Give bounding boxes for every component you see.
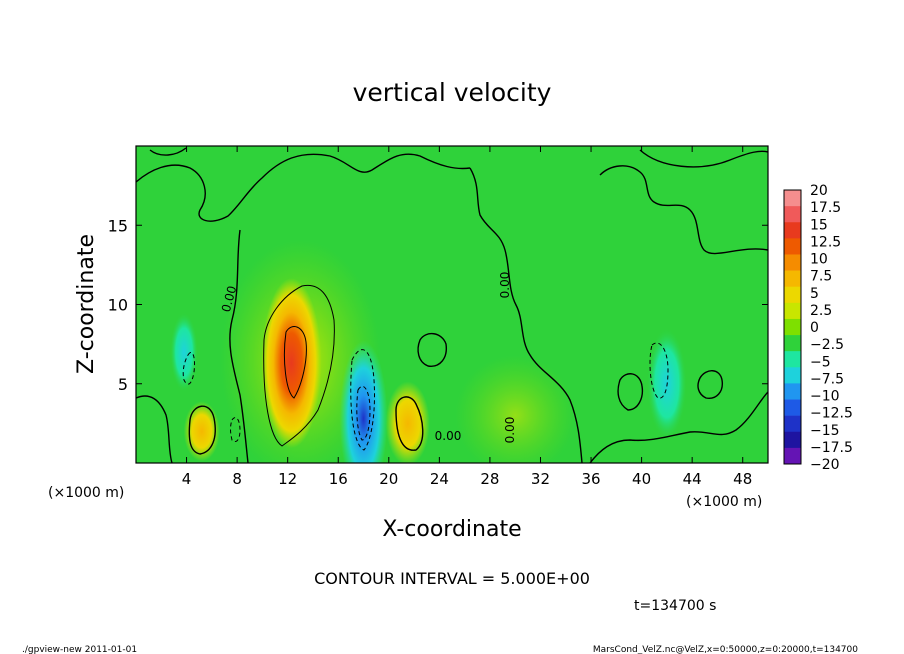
x-tick-label: 28: [480, 470, 499, 488]
x-axis: 4 8 12 16 20 24 28 32 36 40 44 48: [182, 146, 752, 488]
colorbar-swatch: [784, 270, 801, 288]
colorbar-label: 2.5: [810, 303, 832, 319]
x-tick-label: 36: [581, 470, 600, 488]
zero-contour: [283, 326, 307, 399]
colorbar-label: 0: [810, 320, 819, 336]
colorbar-label: 15: [810, 217, 828, 233]
colorbar-swatch: [784, 399, 801, 416]
colorbar-label: 12.5: [810, 234, 841, 250]
y-tick-label: 10: [108, 296, 128, 315]
colorbar-swatch: [784, 302, 801, 320]
x-tick-label: 48: [733, 470, 752, 488]
colorbar-label: −5: [810, 354, 831, 370]
updraft-core: [261, 278, 322, 449]
colorbar-label: 17.5: [810, 200, 841, 216]
colorbar-swatch: [784, 383, 801, 400]
zero-contour: [469, 167, 583, 463]
negative-contour: [230, 417, 241, 443]
x-tick-label: 40: [632, 470, 651, 488]
colorbar-label: 5: [810, 286, 819, 302]
colorbar-swatch: [784, 238, 801, 255]
colorbar-label: 7.5: [810, 269, 832, 285]
zero-contour: [229, 229, 249, 463]
colorbar-swatch: [784, 206, 801, 223]
zero-contour: [136, 153, 471, 222]
y-axis: 5 10 15: [108, 216, 768, 394]
colorbar-swatch: [784, 415, 801, 433]
colorbar-swatch: [784, 447, 801, 465]
zero-contour: [395, 396, 424, 451]
zero-contour: [188, 405, 216, 455]
footer-right: MarsCond_VelZ.nc@VelZ,x=0:50000,z=0:2000…: [593, 645, 858, 654]
contour-lines: 0.00 0.00 0.00 0.00: [136, 147, 768, 463]
x-tick-label: 12: [278, 470, 297, 488]
time-text: t=134700 s: [634, 598, 716, 614]
zero-contour: [149, 147, 187, 156]
colorbar-label: 10: [810, 252, 828, 268]
zero-contour: [263, 284, 335, 447]
x-tick-label: 44: [683, 470, 702, 488]
y-tick-label: 5: [118, 375, 128, 394]
zero-contour: [589, 391, 768, 463]
zero-contour: [417, 333, 447, 367]
colorbar-swatch: [784, 318, 801, 336]
colorbar-label: −2.5: [810, 337, 844, 353]
contour-label: 0.00: [498, 272, 512, 299]
zero-contour: [639, 149, 768, 168]
zero-contour: [599, 165, 768, 255]
x-unit-left: (×1000 m): [48, 485, 124, 501]
x-tick-label: 24: [430, 470, 449, 488]
colorbar-label: −12.5: [810, 406, 853, 422]
x-tick-label: 4: [182, 470, 192, 488]
colorbar-swatch: [784, 286, 801, 304]
colorbar-swatch: [784, 190, 801, 207]
colorbar-frame: [783, 189, 802, 465]
chart-title: vertical velocity: [353, 78, 552, 107]
x-axis-label: X-coordinate: [382, 517, 521, 542]
colorbar-label: −17.5: [810, 440, 853, 456]
downdraft-core: [170, 312, 199, 393]
updraft-halo: [455, 355, 576, 463]
zero-contour: [617, 373, 644, 411]
x-tick-label: 8: [232, 470, 242, 488]
contour-label: 0.00: [435, 429, 462, 443]
updraft-core: [385, 381, 430, 463]
y-axis-label: Z-coordinate: [74, 234, 99, 374]
x-tick-label: 20: [379, 470, 398, 488]
colorbar-label: −20: [810, 457, 840, 473]
negative-contour: [350, 349, 375, 451]
contour-interval-text: CONTOUR INTERVAL = 5.000E+00: [314, 569, 590, 588]
contour-label: 0.00: [219, 284, 239, 313]
negative-contour: [182, 351, 195, 385]
x-unit-right: (×1000 m): [686, 494, 762, 510]
colorbar-label: −15: [810, 423, 840, 439]
colorbar-swatch: [784, 254, 801, 271]
colorbar-swatch: [784, 335, 801, 352]
x-tick-label: 16: [329, 470, 348, 488]
negative-contour: [649, 342, 669, 399]
contour-label: 0.00: [503, 417, 517, 444]
colorbar-swatch: [784, 222, 801, 239]
colorbar-swatch: [784, 351, 801, 368]
footer-left: ./gpview-new 2011-01-01: [22, 645, 137, 654]
x-tick-label: 32: [531, 470, 550, 488]
colorbar-swatch: [784, 367, 801, 384]
y-tick-label: 15: [108, 216, 128, 235]
colorbar-label: −7.5: [810, 371, 844, 387]
colorbar-label: 20: [810, 183, 828, 199]
zero-contour: [136, 395, 173, 463]
zero-contour: [697, 370, 723, 399]
plot-area: 0.00 0.00 0.00 0.00: [136, 146, 768, 463]
colorbar-label: −10: [810, 389, 840, 405]
colorbar-swatch: [784, 431, 801, 449]
